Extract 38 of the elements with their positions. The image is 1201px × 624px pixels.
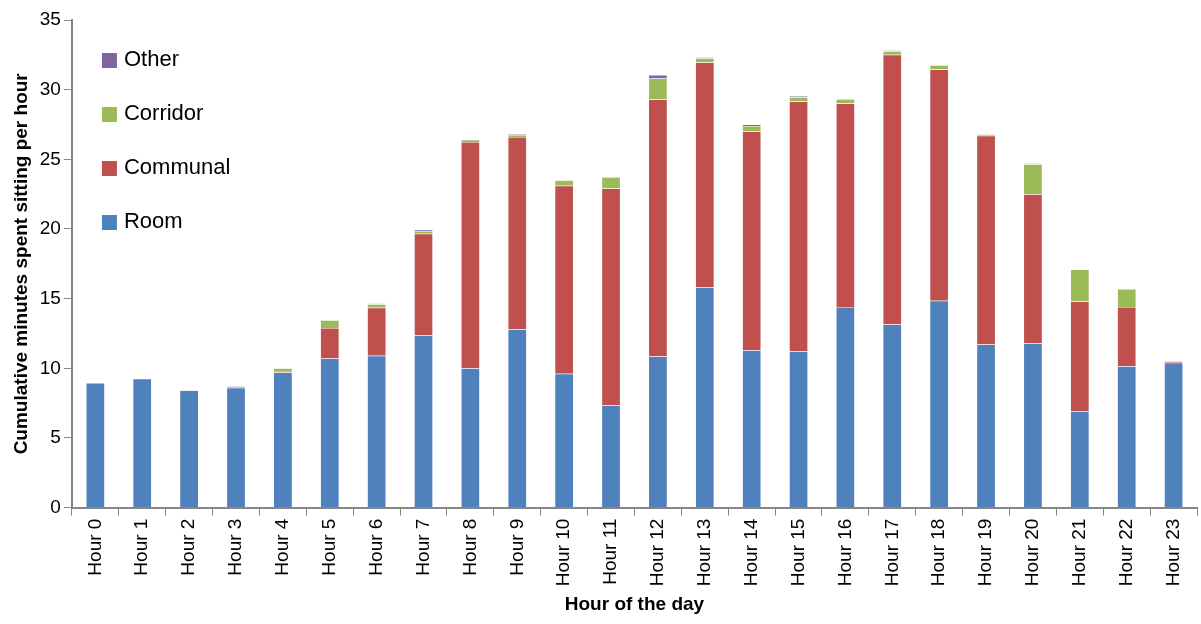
x-tick-label: Hour 9 [505,518,527,576]
legend-label: Corridor [123,100,204,126]
y-axis-title: Cumulative minutes spent sitting per hour [9,72,31,455]
x-tick-label: Hour 11 [599,518,621,585]
x-tick-label: Hour 5 [318,518,339,576]
x-tick-label: Hour 6 [364,518,386,576]
x-tick-label: Hour 17 [880,518,902,587]
x-tick-label: Hour 14 [739,518,761,587]
legend-label: Other [123,46,179,72]
y-tick-label: 35 [39,8,61,30]
x-tick-label: Hour 1 [130,518,152,576]
x-tick-label: Hour 8 [458,518,480,576]
x-tick-label: Hour 23 [1161,518,1183,587]
x-tick-label: Hour 19 [974,518,996,587]
x-tick-label: Hour 21 [1068,518,1090,587]
x-tick-label: Hour 7 [411,518,433,576]
x-tick-label: Hour 2 [177,518,199,576]
x-tick-label: Hour 0 [83,518,105,576]
x-tick-label: Hour 22 [1114,518,1136,587]
y-tick-label: 10 [39,356,61,378]
x-tick-label: Hour 10 [552,518,574,587]
legend-label: Room [123,208,183,234]
x-axis-title: Hour of the day [564,592,705,614]
y-tick-label: 30 [39,77,61,99]
y-tick-label: 0 [50,495,61,517]
x-tick-label: Hour 16 [833,518,855,587]
x-tick-label: Hour 3 [224,518,246,576]
y-tick-label: 20 [39,217,61,239]
y-tick-label: 25 [39,147,61,169]
x-tick-label: Hour 15 [786,518,808,587]
x-tick-label: Hour 12 [646,518,668,587]
x-tick-label: Hour 4 [271,518,293,576]
y-tick-label: 15 [39,286,61,308]
y-tick-label: 5 [50,426,61,448]
x-tick-label: Hour 18 [927,518,949,587]
x-tick-label: Hour 13 [693,518,715,587]
legend-label: Communal [123,154,231,180]
x-tick-label: Hour 20 [1021,518,1043,587]
